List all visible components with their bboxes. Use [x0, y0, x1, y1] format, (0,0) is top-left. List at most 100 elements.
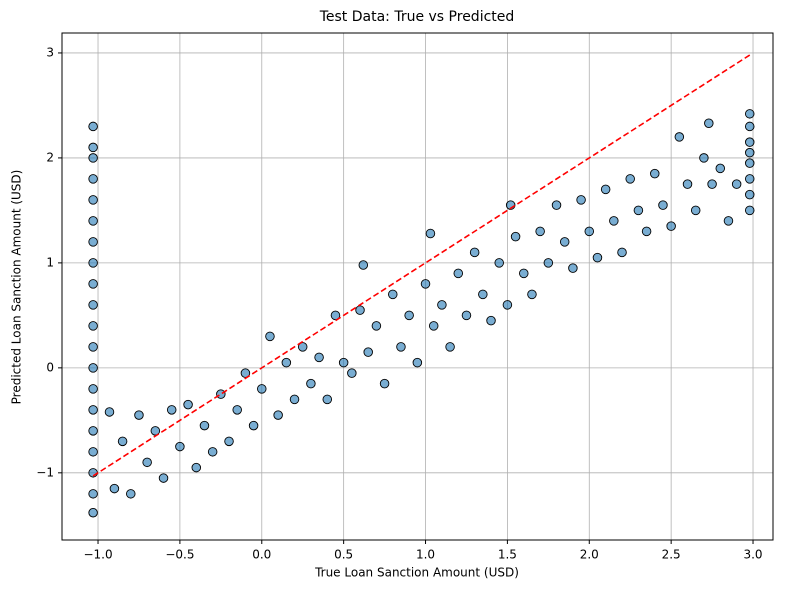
point [88, 153, 98, 163]
point [224, 436, 234, 447]
point [674, 132, 685, 142]
y-axis-label: Predicted Loan Sanction Amount (USD) [10, 170, 24, 405]
point [355, 305, 365, 315]
x-axis-label: True Loan Sanction Amount (USD) [314, 566, 519, 580]
point [207, 447, 218, 457]
point [388, 289, 398, 300]
reference-line [92, 54, 751, 477]
point [158, 473, 169, 483]
point [510, 231, 521, 242]
point [88, 507, 98, 518]
point [88, 174, 98, 184]
point [88, 300, 98, 310]
point [744, 158, 755, 168]
point [527, 289, 537, 300]
point [551, 200, 562, 210]
point [469, 247, 480, 258]
point [88, 405, 98, 415]
point [363, 347, 373, 357]
point [744, 174, 755, 184]
point [166, 405, 177, 415]
point [117, 436, 128, 447]
point [142, 457, 152, 468]
point [592, 252, 603, 263]
x-tick-label: 3.0 [743, 548, 762, 562]
point [453, 268, 464, 279]
plot-frame [61, 32, 774, 541]
point [322, 394, 333, 405]
point [232, 405, 242, 415]
x-tick-label: 2.5 [662, 548, 681, 562]
point [88, 279, 98, 289]
y-tick-label: 1 [46, 255, 54, 269]
y-tick-label: −1 [36, 465, 54, 479]
point [265, 331, 275, 342]
x-tick-label: −1.0 [83, 548, 112, 562]
point [600, 184, 611, 195]
point [199, 420, 210, 431]
point [437, 300, 447, 310]
point [445, 342, 455, 352]
point [494, 258, 504, 268]
point [109, 483, 120, 494]
point [519, 268, 529, 279]
point [625, 174, 635, 184]
point [371, 321, 382, 331]
x-tick-label: 0.0 [252, 548, 271, 562]
point [88, 321, 98, 331]
point [559, 237, 570, 247]
x-tick-label: 1.5 [498, 548, 517, 562]
y-tick-label: 3 [46, 45, 54, 59]
point [358, 260, 369, 270]
point [633, 205, 644, 216]
point [744, 147, 755, 158]
point [257, 384, 267, 394]
point [104, 407, 115, 417]
point [183, 399, 193, 410]
point [535, 226, 545, 237]
y-tick-label: 2 [46, 150, 54, 164]
point [273, 410, 283, 420]
point [88, 258, 98, 268]
point [744, 205, 755, 216]
point [461, 310, 472, 321]
point [88, 489, 98, 499]
point [699, 153, 709, 163]
point [744, 189, 755, 200]
y-tick-label: 0 [46, 360, 54, 374]
point [723, 216, 734, 226]
point [576, 195, 586, 205]
point [609, 216, 619, 226]
point [486, 315, 496, 326]
point [134, 410, 144, 420]
point [88, 142, 98, 153]
point [314, 352, 324, 363]
point [88, 237, 98, 247]
point [731, 179, 742, 189]
x-tick-label: −0.5 [165, 548, 194, 562]
point [281, 357, 292, 368]
point [715, 163, 726, 174]
point [88, 342, 98, 352]
point [379, 378, 390, 389]
point [126, 489, 136, 499]
point [744, 109, 755, 119]
point [744, 121, 755, 132]
point [690, 205, 701, 216]
point [617, 247, 627, 258]
point [650, 168, 660, 179]
point [425, 228, 436, 239]
point [428, 321, 439, 331]
x-tick-label: 0.5 [334, 548, 353, 562]
point [338, 357, 349, 368]
point [88, 426, 98, 436]
point [88, 384, 98, 394]
point [88, 216, 98, 226]
point [412, 357, 423, 368]
point [666, 221, 676, 231]
point [347, 368, 357, 378]
point [543, 258, 554, 268]
x-tick-label: 1.0 [416, 548, 435, 562]
point [88, 121, 98, 132]
